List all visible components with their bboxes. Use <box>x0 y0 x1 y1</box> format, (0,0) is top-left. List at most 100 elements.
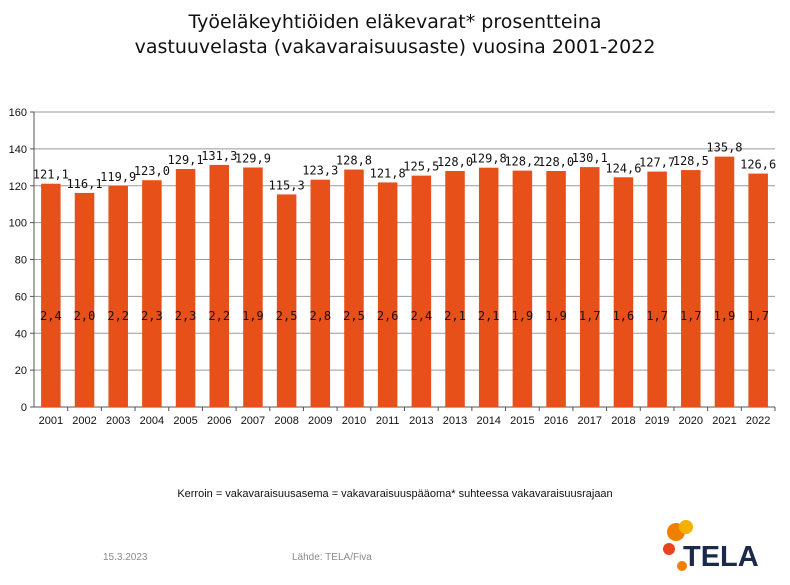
bar <box>377 182 398 407</box>
x-tick-label: 2020 <box>679 415 703 427</box>
value-label: 128,0 <box>538 155 574 169</box>
multiplier-label: 1,6 <box>613 309 635 323</box>
x-tick-label: 2008 <box>274 415 298 427</box>
y-tick-label: 100 <box>9 218 27 230</box>
bar <box>411 175 432 407</box>
x-tick-label: 2005 <box>173 415 197 427</box>
logo-dot-yellow <box>679 520 693 534</box>
x-tick-label: 2001 <box>39 415 63 427</box>
y-tick-label: 120 <box>9 181 27 193</box>
value-label: 128,0 <box>437 155 473 169</box>
x-tick-label: 2010 <box>342 415 366 427</box>
value-label: 128,8 <box>336 154 372 168</box>
value-label: 129,9 <box>235 151 271 165</box>
x-tick-label: 2014 <box>476 415 500 427</box>
value-label: 121,1 <box>33 168 69 182</box>
y-tick-label: 60 <box>15 291 27 303</box>
x-tick-label: 2019 <box>645 415 669 427</box>
bar <box>344 169 364 407</box>
multiplier-label: 2,2 <box>208 309 230 323</box>
x-tick-label: 2022 <box>746 415 770 427</box>
x-tick-label: 2013 <box>443 415 467 427</box>
value-label: 135,8 <box>706 141 742 155</box>
bar <box>714 156 735 407</box>
bar <box>647 171 667 407</box>
multiplier-label: 2,1 <box>478 309 500 323</box>
bar <box>748 173 768 407</box>
value-label: 126,6 <box>740 158 776 172</box>
x-tick-label: 2018 <box>611 415 635 427</box>
value-label: 119,9 <box>100 170 136 184</box>
logo-dot-orange-small <box>677 561 687 571</box>
multiplier-label: 2,4 <box>410 309 432 323</box>
y-tick-label: 80 <box>15 255 27 267</box>
x-tick-label: 2002 <box>72 415 96 427</box>
x-tick-label: 2009 <box>308 415 332 427</box>
multiplier-label: 1,7 <box>680 309 702 323</box>
multiplier-label: 1,7 <box>646 309 668 323</box>
bar <box>579 167 600 407</box>
x-tick-label: 2016 <box>544 415 568 427</box>
multiplier-label: 2,8 <box>309 309 331 323</box>
multiplier-label: 2,0 <box>74 309 96 323</box>
value-label: 129,1 <box>168 153 204 167</box>
value-label: 121,8 <box>370 166 406 180</box>
x-tick-label: 2017 <box>578 415 602 427</box>
bar <box>613 177 634 407</box>
bar <box>276 194 297 407</box>
bar <box>310 179 331 407</box>
logo-dot-red <box>663 543 675 555</box>
y-tick-label: 20 <box>15 365 27 377</box>
value-label: 124,6 <box>605 161 641 175</box>
value-label: 131,3 <box>201 149 237 163</box>
multiplier-label: 1,9 <box>545 309 567 323</box>
y-tick-label: 160 <box>9 107 27 119</box>
bar <box>175 168 196 407</box>
x-tick-label: 2011 <box>376 415 400 427</box>
chart-title-line-1: Työeläkeyhtiöiden eläkevarat* prosenttei… <box>188 11 602 33</box>
bar <box>142 180 162 407</box>
bar <box>243 167 263 407</box>
bar <box>478 167 499 407</box>
bar <box>209 164 230 407</box>
bar <box>41 183 61 407</box>
x-tick-label: 2013 <box>409 415 433 427</box>
multiplier-label: 2,1 <box>444 309 466 323</box>
bar <box>74 192 95 407</box>
multiplier-label: 2,2 <box>107 309 129 323</box>
bar <box>108 185 128 407</box>
bar <box>445 171 465 407</box>
multiplier-label: 2,5 <box>276 309 298 323</box>
bar <box>512 170 533 407</box>
footer-date: 15.3.2023 <box>103 552 148 563</box>
value-label: 128,2 <box>504 155 540 169</box>
value-label: 130,1 <box>572 151 608 165</box>
y-tick-label: 40 <box>15 328 27 340</box>
multiplier-label: 2,5 <box>343 309 365 323</box>
x-tick-label: 2021 <box>712 415 736 427</box>
value-label: 123,0 <box>134 164 170 178</box>
y-tick-label: 140 <box>9 144 27 156</box>
multiplier-label: 2,4 <box>40 309 62 323</box>
x-tick-label: 2015 <box>510 415 534 427</box>
multiplier-label: 1,9 <box>242 309 264 323</box>
chart-title: Työeläkeyhtiöiden eläkevarat* prosenttei… <box>0 10 790 60</box>
multiplier-label: 1,7 <box>579 309 601 323</box>
value-label: 125,5 <box>403 160 439 174</box>
tela-logo: TELA <box>663 520 759 573</box>
bar <box>681 170 701 407</box>
chart-title-line-2: vastuuvelasta (vakavaraisuusaste) vuosin… <box>134 36 656 58</box>
multiplier-label: 2,3 <box>175 309 197 323</box>
value-label: 127,7 <box>639 156 675 170</box>
x-tick-label: 2004 <box>140 415 164 427</box>
x-tick-label: 2006 <box>207 415 231 427</box>
multiplier-note: Kerroin = vakavaraisuusasema = vakavarai… <box>177 488 613 500</box>
footer-source: Lähde: TELA/Fiva <box>292 552 372 563</box>
multiplier-label: 2,6 <box>377 309 399 323</box>
value-label: 115,3 <box>269 178 305 192</box>
multiplier-label: 1,7 <box>747 309 769 323</box>
x-tick-label: 2003 <box>106 415 130 427</box>
multiplier-label: 1,9 <box>512 309 534 323</box>
multiplier-label: 2,3 <box>141 309 163 323</box>
